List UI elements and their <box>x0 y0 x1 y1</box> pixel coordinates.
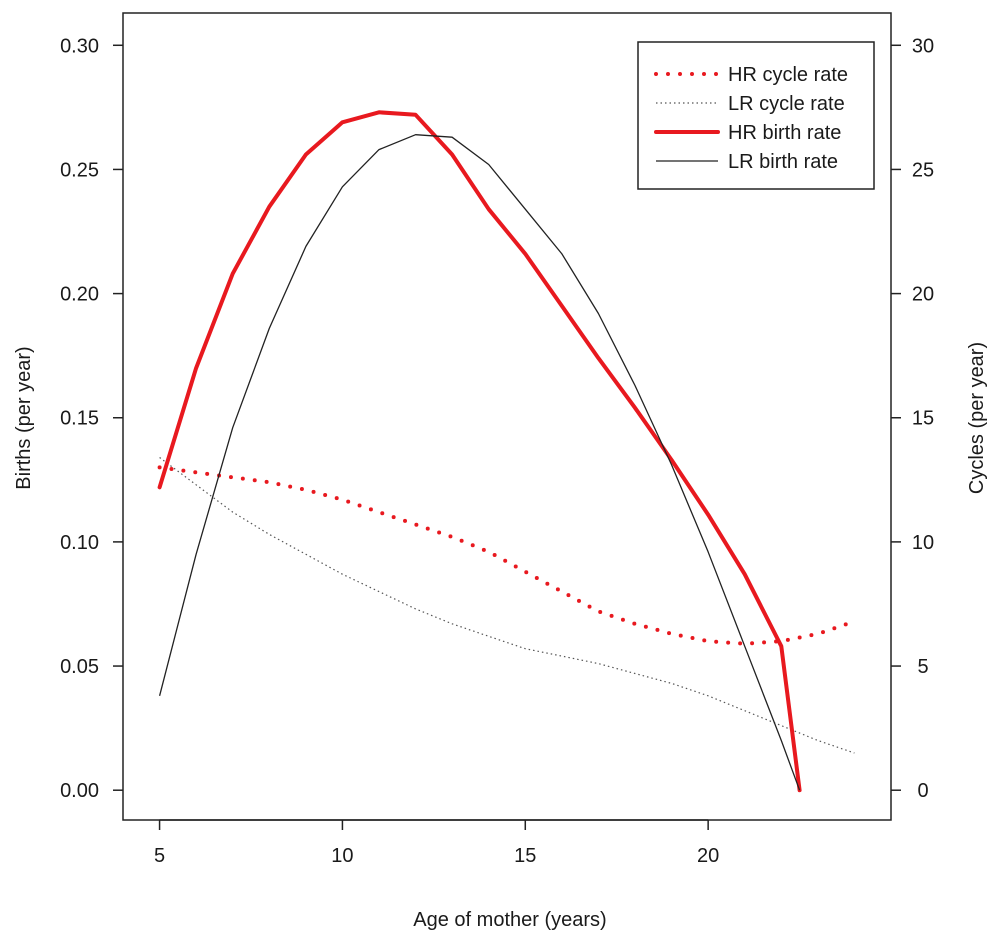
y-left-tick-label: 0.20 <box>60 284 99 306</box>
y-left-tick-label: 0.15 <box>60 408 99 430</box>
y-axis-right-title: Cycles (per year) <box>966 342 988 494</box>
x-axis-title: Age of mother (years) <box>413 909 606 931</box>
legend-label: HR birth rate <box>728 122 841 144</box>
x-tick-label: 10 <box>331 845 353 867</box>
series-line-lr-cycle-rate <box>159 457 855 754</box>
legend-label: LR cycle rate <box>728 93 845 115</box>
legend-box <box>637 41 875 190</box>
y-right-tick-label: 15 <box>912 408 934 430</box>
y-left-tick-label: 0.10 <box>60 532 99 554</box>
legend: HR cycle rate LR cycle rate HR birth rate L… <box>637 41 875 190</box>
series-line-lr-birth-rate <box>158 134 801 791</box>
y-axis-right: 0 5 10 15 20 25 30 <box>891 35 934 802</box>
y-right-tick-label: 20 <box>912 284 934 306</box>
x-axis: 5 10 15 20 <box>154 819 719 867</box>
x-tick-label: 20 <box>697 845 719 867</box>
y-right-tick-label: 25 <box>912 159 934 181</box>
x-tick-label: 5 <box>154 845 165 867</box>
y-left-tick-label: 0.05 <box>60 656 99 678</box>
y-left-tick-label: 0.25 <box>60 159 99 181</box>
series-layer <box>157 110 857 793</box>
legend-label: HR cycle rate <box>728 64 848 86</box>
y-right-tick-label: 0 <box>917 780 928 802</box>
x-tick-label: 15 <box>514 845 536 867</box>
y-left-tick-label: 0.30 <box>60 35 99 57</box>
y-axis-left: 0.00 0.05 0.10 0.15 0.20 0.25 0.30 <box>60 35 123 802</box>
y-left-tick-label: 0.00 <box>60 780 99 802</box>
series-line-hr-birth-rate <box>157 110 802 793</box>
y-right-tick-label: 5 <box>917 656 928 678</box>
legend-label: LR birth rate <box>728 151 838 173</box>
y-axis-left-title: Births (per year) <box>13 346 35 489</box>
y-right-tick-label: 10 <box>912 532 934 554</box>
series-line-hr-cycle-rate <box>157 465 857 646</box>
y-right-tick-label: 30 <box>912 35 934 57</box>
